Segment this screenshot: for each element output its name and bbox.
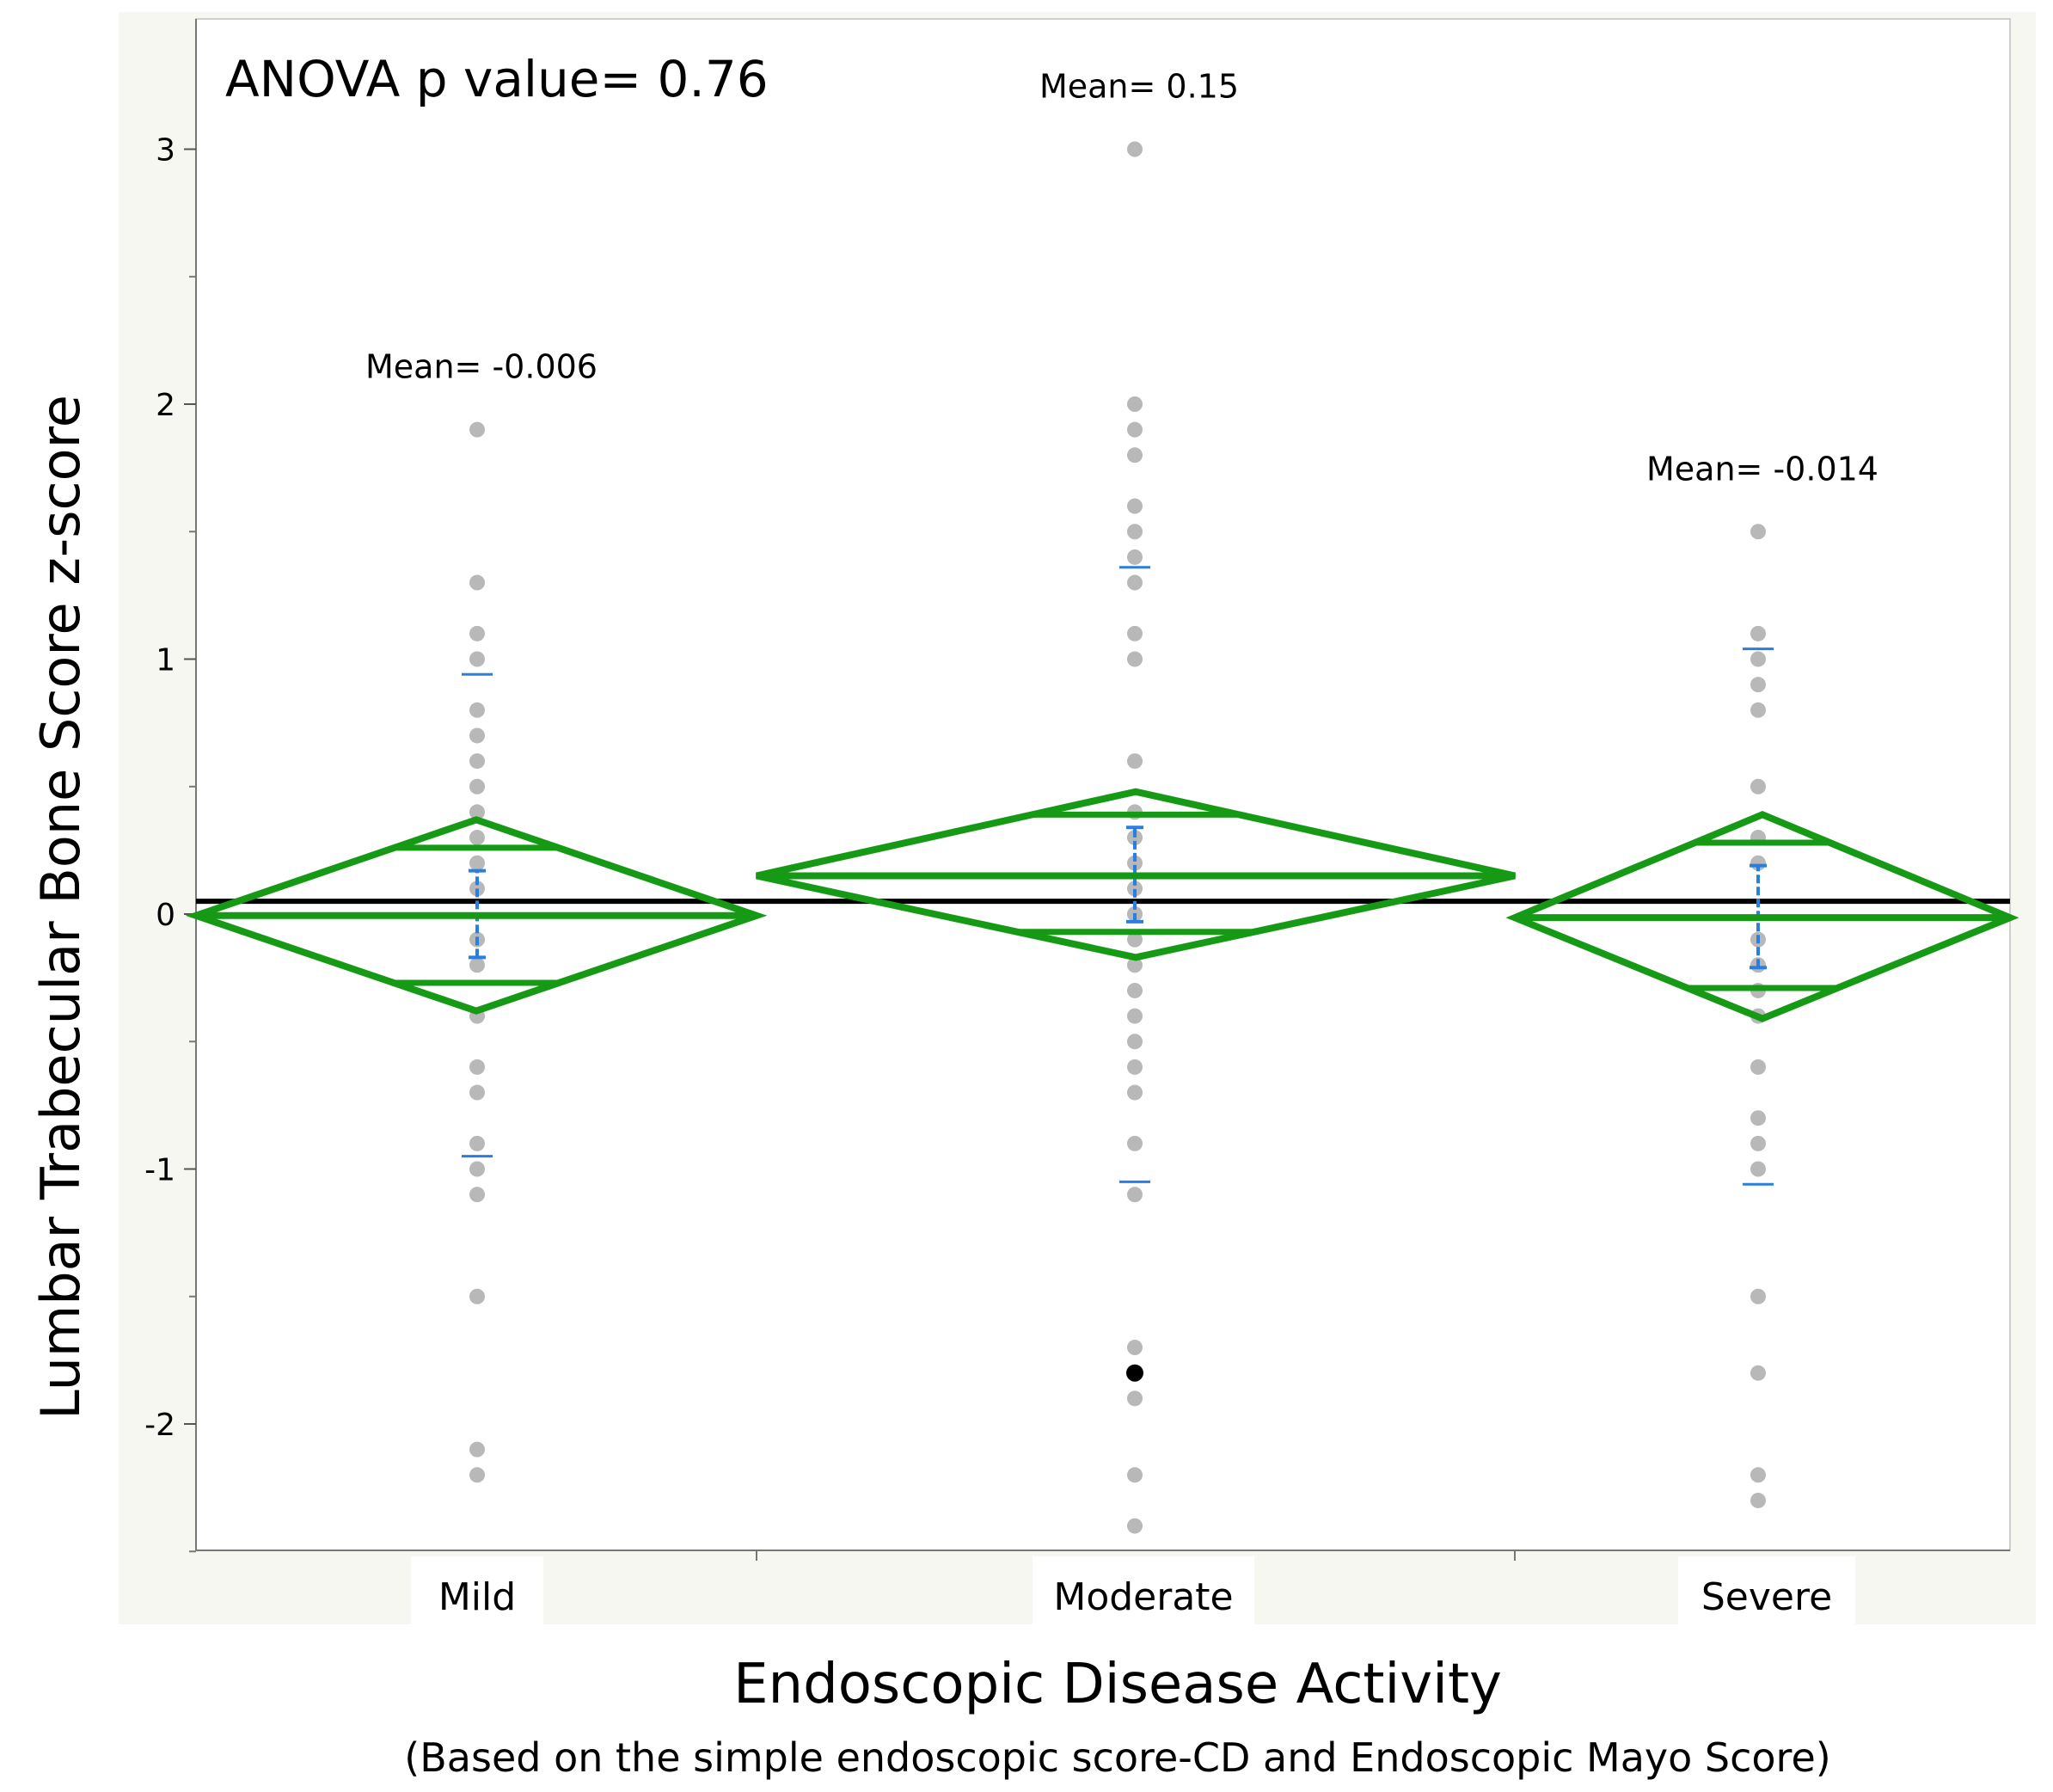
data-point: [469, 702, 485, 718]
data-point: [1750, 1059, 1766, 1075]
data-point: [469, 881, 485, 897]
data-point: [1750, 1161, 1766, 1177]
data-point: [469, 957, 485, 973]
data-point: [469, 1059, 485, 1075]
data-point: [469, 727, 485, 744]
data-point: [1750, 1365, 1766, 1381]
data-point: [1750, 1288, 1766, 1304]
x-tick-label-box: [1678, 1556, 1855, 1625]
data-point: [1127, 881, 1143, 897]
data-point: [469, 1161, 485, 1177]
y-tick-label: -2: [144, 1408, 175, 1443]
mean-label: Mean= 0.15: [1039, 68, 1239, 106]
x-tick-label: Severe: [1701, 1575, 1832, 1619]
x-tick-label-box: [1033, 1556, 1254, 1625]
data-point-highlight: [1126, 1364, 1143, 1382]
data-point: [1750, 651, 1766, 667]
data-point: [1750, 625, 1766, 641]
data-point: [1127, 855, 1143, 871]
data-point: [1127, 1390, 1143, 1407]
data-point: [1750, 1135, 1766, 1151]
data-point: [469, 1084, 485, 1101]
y-tick-label: -1: [144, 1153, 175, 1188]
data-point: [469, 830, 485, 846]
data-point: [469, 574, 485, 591]
data-point: [469, 1288, 485, 1304]
data-point: [469, 1467, 485, 1483]
data-point: [469, 753, 485, 770]
data-point: [1127, 1084, 1143, 1101]
data-point: [1750, 677, 1766, 693]
data-point: [1750, 1467, 1766, 1483]
x-axis-label: Endoscopic Disease Activity: [733, 1653, 1502, 1716]
data-point: [1127, 753, 1143, 770]
data-point: [1127, 1187, 1143, 1203]
x-tick-label: Moderate: [1053, 1575, 1233, 1619]
y-tick-label: 3: [156, 133, 175, 169]
data-point: [1127, 141, 1143, 157]
data-point: [469, 651, 485, 667]
data-point: [1750, 702, 1766, 718]
data-point: [1127, 957, 1143, 973]
x-axis-sublabel: (Based on the simple endoscopic score-CD…: [404, 1734, 1830, 1781]
mean-label: Mean= -0.006: [365, 348, 598, 386]
data-point: [469, 804, 485, 820]
y-axis-label: Lumbar Trabecular Bone Score z-score: [29, 395, 92, 1420]
x-tick-label: Mild: [438, 1575, 516, 1619]
data-point: [1127, 447, 1143, 463]
data-point: [1127, 1059, 1143, 1075]
data-point: [469, 1187, 485, 1203]
anova-annotation: ANOVA p value= 0.76: [225, 50, 769, 108]
data-point: [1127, 524, 1143, 540]
data-point: [1127, 421, 1143, 438]
data-point: [1127, 1135, 1143, 1151]
data-point: [1127, 549, 1143, 565]
data-point: [1127, 830, 1143, 846]
data-point: [1127, 574, 1143, 591]
data-point: [1127, 396, 1143, 412]
data-point: [469, 1135, 485, 1151]
y-tick-label: 2: [156, 388, 175, 423]
data-point: [1750, 1492, 1766, 1508]
data-point: [1127, 625, 1143, 641]
data-point: [1127, 1467, 1143, 1483]
data-point: [1127, 498, 1143, 514]
data-point: [1750, 524, 1766, 540]
x-tick-label-box: [411, 1556, 543, 1625]
data-point: [469, 855, 485, 871]
data-point: [1127, 1008, 1143, 1024]
data-point: [1127, 931, 1143, 948]
data-point: [1750, 778, 1766, 795]
plot-area: [195, 18, 2011, 1551]
data-point: [469, 625, 485, 641]
data-point: [469, 1441, 485, 1458]
data-point: [1127, 1340, 1143, 1356]
y-tick-label: 1: [156, 643, 175, 678]
mean-label: Mean= -0.014: [1646, 450, 1878, 488]
y-tick-label: 0: [156, 898, 175, 933]
data-point: [1750, 1110, 1766, 1126]
data-point: [1127, 982, 1143, 998]
data-point: [1127, 651, 1143, 667]
plot-layer: 3 2 1 0 -1 -2 Mild Moderate Severe Mean= -0.006 Me…: [144, 18, 2019, 1625]
data-point: [469, 778, 485, 795]
data-point: [1127, 1518, 1143, 1534]
data-point: [469, 421, 485, 438]
data-point: [1127, 1034, 1143, 1050]
